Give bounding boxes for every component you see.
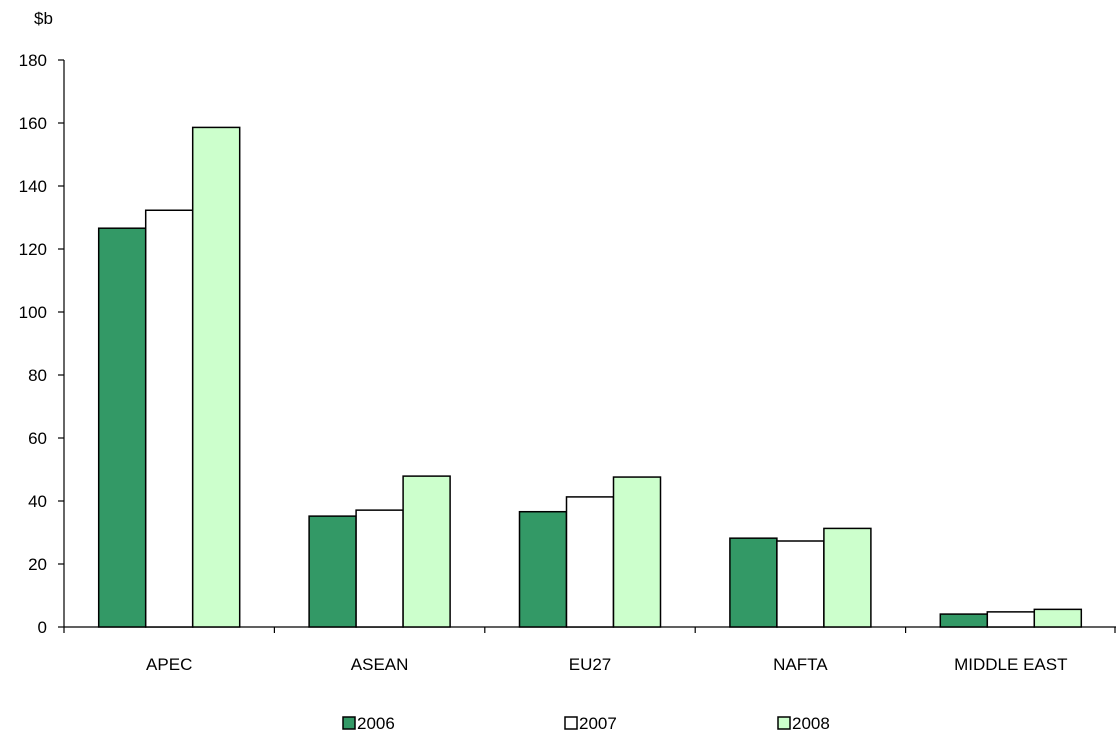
- legend-swatch-2007: [564, 716, 578, 730]
- x-tick-label: ASEAN: [351, 655, 409, 674]
- bar-2007-eu27: [565, 496, 615, 628]
- y-tick-label: 100: [19, 303, 47, 322]
- bar-2006-asean: [308, 515, 357, 628]
- y-tick-label: 180: [19, 51, 47, 70]
- x-axis: APEC ASEAN EU27 NAFTA MIDDLE EAST: [63, 626, 1116, 674]
- legend-label-2008: 2008: [792, 714, 830, 733]
- y-tick-label: 40: [28, 492, 47, 511]
- bar-2006-apec: [97, 227, 147, 628]
- y-tick-label: 140: [19, 177, 47, 196]
- x-tick-label: EU27: [569, 655, 612, 674]
- legend: 2006 2007 2008: [342, 714, 830, 733]
- bar-2008-apec: [191, 126, 241, 628]
- y-tick-label: 20: [28, 555, 47, 574]
- legend-label-2006: 2006: [357, 714, 395, 733]
- bar-2008-nafta: [823, 527, 872, 628]
- legend-swatch-2006: [342, 716, 356, 730]
- bar-2007-apec: [144, 209, 194, 628]
- bar-2007-nafta: [776, 540, 825, 628]
- bars: [97, 126, 1083, 628]
- bar-2006-nafta: [729, 537, 778, 628]
- bar-2007-asean: [355, 509, 404, 628]
- y-axis: 0 20 40 60 80 100 120 140 160 180: [19, 51, 65, 637]
- x-tick-label: MIDDLE EAST: [954, 655, 1067, 674]
- legend-label-2007: 2007: [579, 714, 617, 733]
- bar-2007-middle-east: [986, 611, 1036, 628]
- y-axis-unit-label: $b: [34, 9, 53, 28]
- bar-2006-middle-east: [939, 613, 989, 628]
- x-tick-label: NAFTA: [773, 655, 828, 674]
- bar-2008-asean: [402, 475, 451, 628]
- bar-2006-eu27: [518, 510, 568, 628]
- y-tick-label: 0: [38, 618, 47, 637]
- y-tick-label: 80: [28, 366, 47, 385]
- x-tick-label: APEC: [146, 655, 192, 674]
- y-tick-label: 160: [19, 114, 47, 133]
- bar-2008-eu27: [612, 476, 662, 628]
- y-tick-label: 60: [28, 429, 47, 448]
- y-tick-label: 120: [19, 240, 47, 259]
- legend-swatch-2008: [777, 716, 791, 730]
- bar-2008-middle-east: [1033, 608, 1083, 628]
